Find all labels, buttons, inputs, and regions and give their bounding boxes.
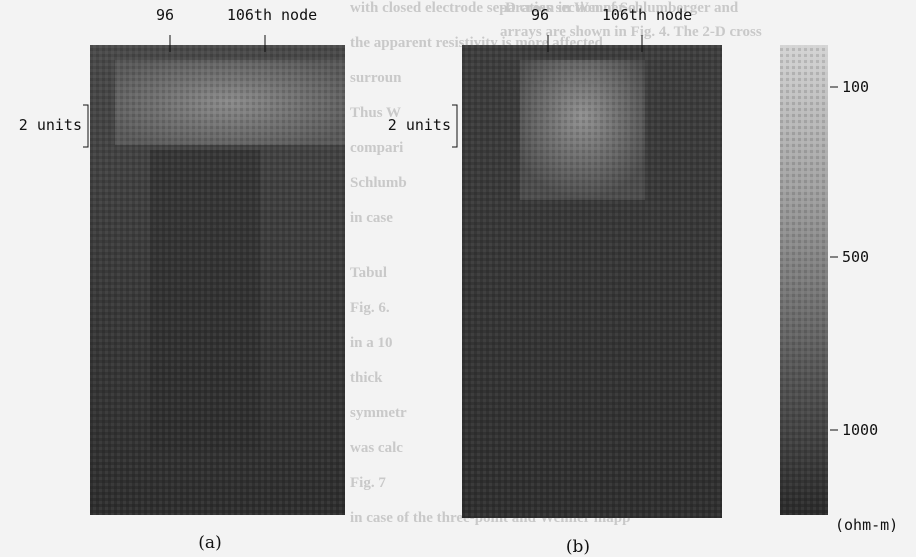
node-label: 106th node [227,6,317,24]
bleed-through-line: Tabul [350,265,387,281]
bleed-through-line: in case [350,210,393,226]
node-label: 96 [531,6,549,24]
colorbar-label: 500 [842,248,869,266]
bleed-through-line: -D cross section of Schlumberger and [500,0,739,16]
node-label: 106th node [602,6,692,24]
bleed-through-line: Fig. 7 [350,475,386,491]
bleed-through-line: surroun [350,70,402,86]
image-texture [462,45,722,518]
bleed-through-line: compari [350,140,403,156]
colorbar-label: 1000 [842,421,878,439]
bleed-through-line: Schlumb [350,175,407,191]
bleed-through-line: arrays are shown in Fig. 4. The 2-D cros… [500,24,762,40]
bleed-through-line: symmetr [350,405,407,421]
scale-label: 2 units [388,116,451,134]
image-texture [780,45,828,515]
bleed-through-line: thick [350,370,383,386]
scale-label: 2 units [19,116,82,134]
bleed-through-line: in a 10 [350,335,393,351]
caption: (b) [566,537,590,557]
colorbar-label: 100 [842,78,869,96]
caption: (a) [198,533,221,553]
scale-bracket [452,104,458,148]
colorbar-unit: (ohm-m) [835,516,898,534]
scale-bracket [83,104,89,148]
bleed-through-line: Thus W [350,105,401,121]
image-texture [90,45,345,515]
bleed-through-line: was calc [350,440,403,456]
node-label: 96 [156,6,174,24]
bleed-through-line: Fig. 6. [350,300,390,316]
bleed-through-line: with closed electrode separation in Wenn… [350,0,636,16]
colorbar-labels: 100 500 1000 [830,78,878,439]
